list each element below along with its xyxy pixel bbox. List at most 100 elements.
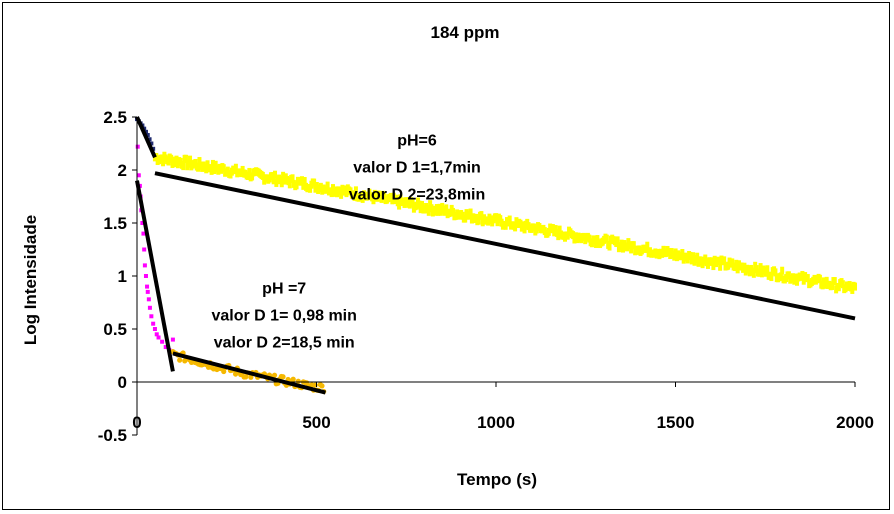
data-point: [149, 314, 154, 319]
data-point: [136, 173, 141, 178]
annotation-line: valor D 2=23,8min: [349, 186, 486, 203]
data-point: [521, 221, 526, 230]
data-point: [695, 252, 700, 261]
data-point: [507, 215, 512, 224]
data-point: [480, 218, 485, 227]
data-point: [592, 235, 597, 244]
x-tick-label: 1000: [477, 413, 515, 432]
data-point: [513, 223, 518, 232]
data-point: [145, 133, 150, 138]
data-point: [312, 178, 317, 187]
data-point: [290, 174, 295, 183]
data-point: [183, 154, 188, 163]
fit-line: [154, 171, 856, 321]
data-point: [339, 190, 344, 199]
x-tick-label: 0: [132, 413, 141, 432]
data-point: [688, 251, 693, 260]
data-point: [794, 277, 799, 286]
data-point: [210, 159, 215, 168]
axes: 2.5 2 1.5 1 0.5 0 -0.5 0 500 1000 1500 2000: [98, 108, 874, 445]
data-point: [793, 273, 798, 282]
data-point: [314, 182, 319, 191]
data-point: [426, 207, 431, 216]
data-point: [625, 243, 630, 252]
data-point: [417, 200, 422, 209]
data-point: [691, 252, 696, 261]
data-point: [152, 327, 157, 331]
data-point: [765, 265, 770, 274]
data-point: [546, 227, 551, 236]
data-point: [680, 248, 685, 257]
data-point: [145, 284, 150, 289]
data-point: [161, 158, 166, 167]
data-point: [290, 376, 296, 382]
data-point: [619, 239, 624, 248]
data-point: [817, 274, 822, 283]
data-point: [154, 153, 159, 162]
data-point: [556, 232, 561, 241]
data-point: [836, 283, 841, 292]
data-point: [312, 382, 318, 388]
data-point: [280, 374, 286, 380]
data-point: [786, 271, 791, 280]
data-point: [594, 239, 599, 248]
data-point: [186, 159, 191, 168]
data-point: [188, 155, 193, 164]
data-point: [170, 337, 175, 342]
data-point: [246, 172, 251, 181]
data-point: [281, 171, 286, 180]
data-point: [769, 273, 774, 282]
data-point: [382, 191, 387, 200]
y-tick-label: 2: [118, 161, 127, 180]
annotation-line: valor D 1= 0,98 min: [211, 308, 356, 325]
data-point: [287, 180, 292, 189]
data-point: [329, 189, 334, 198]
data-point: [295, 378, 301, 384]
annotations: pH=6 valor D 1=1,7min valor D 2=23,8min pH …: [211, 132, 485, 351]
data-point: [711, 262, 716, 271]
data-point: [243, 374, 249, 380]
data-point: [850, 285, 855, 294]
chart-title: 184 ppm: [431, 23, 500, 42]
data-point: [181, 162, 186, 171]
data-point: [233, 163, 238, 172]
data-point: [319, 383, 325, 389]
data-point: [149, 141, 154, 146]
data-point: [463, 214, 468, 223]
data-point: [141, 231, 146, 236]
data-point: [302, 177, 307, 186]
data-point: [444, 204, 449, 213]
data-point: [645, 241, 650, 250]
data-point: [607, 242, 612, 251]
data-point: [151, 321, 156, 326]
data-point: [271, 372, 278, 378]
data-point: [212, 166, 217, 175]
data-point: [196, 163, 201, 172]
y-tick-label: 1.5: [103, 214, 127, 233]
data-point: [429, 204, 434, 213]
data-point: [360, 194, 365, 203]
data-point: [824, 276, 829, 285]
data-point: [571, 231, 576, 240]
data-point: [476, 216, 481, 225]
x-tick-label: 500: [302, 413, 330, 432]
y-tick-label: 2.5: [103, 108, 127, 127]
fit-lines: [135, 116, 856, 395]
data-point: [778, 272, 783, 281]
data-point: [325, 181, 330, 190]
annotation-line: valor D 1=1,7min: [353, 159, 481, 176]
data-point: [495, 218, 500, 227]
data-point: [147, 305, 152, 310]
data-point: [156, 335, 161, 340]
data-point: [451, 207, 456, 216]
data-point: [140, 221, 145, 225]
data-point: [330, 184, 335, 193]
data-point: [135, 144, 140, 149]
data-point: [420, 200, 425, 209]
data-point: [160, 339, 165, 344]
fit-line: [172, 351, 326, 395]
data-point: [522, 225, 527, 234]
data-point: [436, 207, 441, 216]
data-point: [143, 129, 148, 134]
data-point: [142, 263, 147, 268]
